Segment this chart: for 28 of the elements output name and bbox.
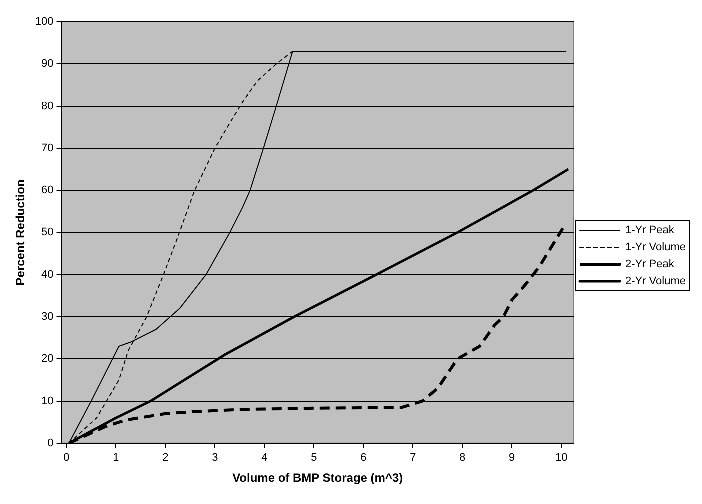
y-tick-label: 90 bbox=[42, 58, 54, 70]
y-axis-title: Percent Reduction bbox=[14, 180, 28, 286]
x-tick-label: 5 bbox=[311, 452, 318, 464]
legend-label: 2-Yr Peak bbox=[625, 258, 675, 271]
y-tick-label: 80 bbox=[42, 100, 54, 112]
legend-label: 1-Yr Volume bbox=[625, 242, 686, 254]
y-tick-label: 70 bbox=[42, 142, 54, 154]
x-axis-title: Volume of BMP Storage (m^3) bbox=[232, 471, 404, 486]
x-tick-label: 6 bbox=[360, 452, 367, 464]
x-tick-label: 8 bbox=[460, 452, 466, 464]
legend-label: 2-Yr Volume bbox=[625, 276, 686, 288]
y-tick-label: 40 bbox=[42, 268, 54, 281]
y-tick-label: 0 bbox=[48, 437, 54, 450]
y-tick-label: 20 bbox=[42, 353, 54, 366]
y-tick-label: 10 bbox=[42, 395, 54, 408]
y-tick-label: 30 bbox=[42, 311, 54, 324]
x-tick-label: 1 bbox=[113, 452, 120, 464]
x-tick-label: 7 bbox=[410, 452, 416, 464]
y-tick-label: 60 bbox=[42, 184, 54, 197]
y-tick-label: 50 bbox=[42, 226, 54, 239]
x-tick-label: 2 bbox=[162, 452, 169, 464]
x-tick-label: 10 bbox=[555, 452, 568, 464]
x-tick-label: 0 bbox=[64, 452, 70, 464]
x-tick-label: 4 bbox=[262, 452, 268, 464]
x-tick-label: 3 bbox=[212, 452, 218, 464]
y-tick-label: 100 bbox=[35, 16, 54, 28]
x-tick-label: 9 bbox=[509, 452, 516, 464]
legend-label: 1-Yr Peak bbox=[625, 224, 675, 237]
